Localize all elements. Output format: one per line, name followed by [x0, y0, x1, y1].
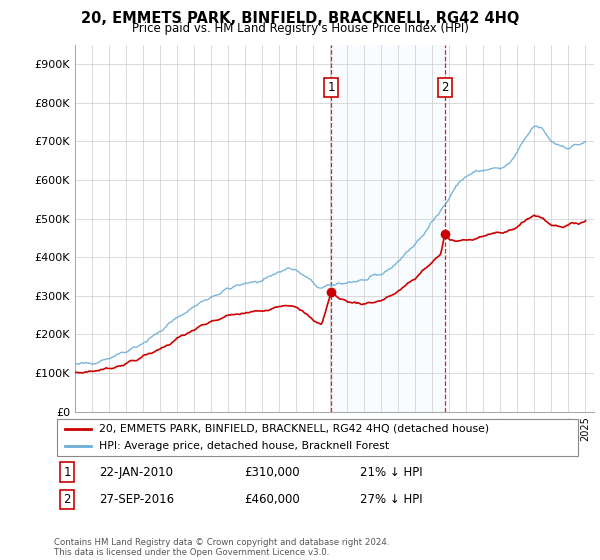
Text: £310,000: £310,000: [244, 466, 300, 479]
Text: Contains HM Land Registry data © Crown copyright and database right 2024.
This d: Contains HM Land Registry data © Crown c…: [54, 538, 389, 557]
Text: 1: 1: [64, 466, 71, 479]
Text: Price paid vs. HM Land Registry's House Price Index (HPI): Price paid vs. HM Land Registry's House …: [131, 22, 469, 35]
Text: 22-JAN-2010: 22-JAN-2010: [99, 466, 173, 479]
Text: 20, EMMETS PARK, BINFIELD, BRACKNELL, RG42 4HQ: 20, EMMETS PARK, BINFIELD, BRACKNELL, RG…: [81, 11, 519, 26]
Text: £460,000: £460,000: [244, 493, 300, 506]
Text: 2: 2: [441, 81, 449, 94]
Text: 1: 1: [328, 81, 335, 94]
Text: 27-SEP-2016: 27-SEP-2016: [99, 493, 174, 506]
Bar: [331, 45, 445, 412]
FancyBboxPatch shape: [56, 419, 578, 456]
Text: HPI: Average price, detached house, Bracknell Forest: HPI: Average price, detached house, Brac…: [99, 441, 389, 451]
Text: 2: 2: [64, 493, 71, 506]
Text: 27% ↓ HPI: 27% ↓ HPI: [360, 493, 423, 506]
Text: 20, EMMETS PARK, BINFIELD, BRACKNELL, RG42 4HQ (detached house): 20, EMMETS PARK, BINFIELD, BRACKNELL, RG…: [99, 423, 489, 433]
Text: 21% ↓ HPI: 21% ↓ HPI: [360, 466, 423, 479]
